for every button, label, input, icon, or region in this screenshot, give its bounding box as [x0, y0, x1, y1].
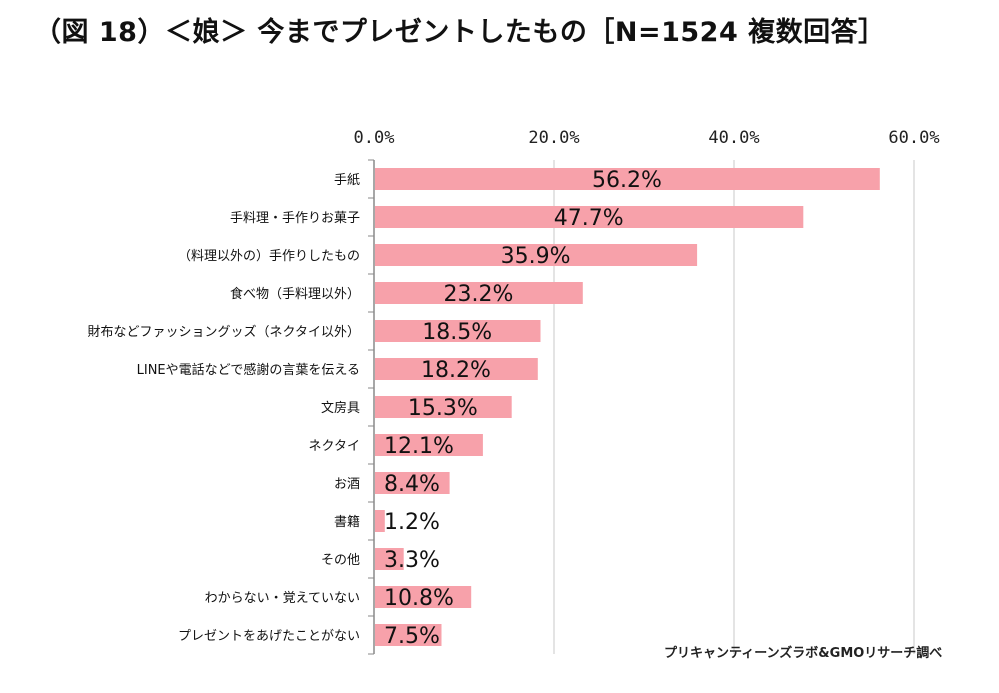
value-label: 18.5% — [422, 320, 492, 345]
value-label: 8.4% — [384, 472, 440, 497]
category-label: その他 — [321, 553, 360, 568]
value-label: 3.3% — [384, 548, 440, 573]
value-label: 47.7% — [554, 206, 624, 231]
bar — [375, 282, 583, 304]
value-label: 23.2% — [443, 282, 513, 307]
x-tick-label: 60.0% — [888, 128, 939, 148]
value-labels: 56.2% 47.7% 35.9% 23.2% 18.5% 18.2% 15.3% 12.1%… — [384, 168, 662, 649]
category-label: わからない・覚えていない — [205, 591, 360, 606]
category-label: 書籍 — [334, 514, 360, 530]
x-tick-label: 0.0% — [354, 128, 395, 148]
bar — [375, 548, 404, 570]
category-label: 食べ物（手料理以外） — [230, 286, 360, 302]
value-label: 56.2% — [592, 168, 662, 193]
category-label: 文房具 — [321, 400, 360, 416]
source-note: プリキャンティーンズラボ&GMOリサーチ調べ — [664, 646, 943, 661]
value-label: 1.2% — [384, 510, 440, 535]
bar — [375, 358, 538, 380]
category-label: 手紙 — [334, 173, 360, 188]
bar — [375, 472, 450, 494]
chart-title: （図 18）＜娘＞ 今までプレゼントしたもの［N=1524 複数回答］ — [34, 17, 886, 48]
value-label: 12.1% — [384, 434, 454, 459]
category-label: プレゼントをあげたことがない — [178, 629, 360, 644]
bar — [375, 320, 541, 342]
x-tick-label: 40.0% — [708, 128, 759, 148]
bar — [375, 206, 804, 228]
bar — [375, 624, 442, 646]
category-label: お酒 — [334, 477, 360, 492]
category-label: LINEや電話などで感謝の言葉を伝える — [137, 362, 360, 378]
value-label: 7.5% — [384, 624, 440, 649]
bar — [375, 396, 512, 418]
value-label: 15.3% — [408, 396, 478, 421]
x-tick-label: 20.0% — [528, 128, 579, 148]
value-label: 10.8% — [384, 586, 454, 611]
value-label: 35.9% — [501, 244, 571, 269]
category-label: ネクタイ — [309, 439, 360, 454]
x-axis-ticks: 0.0% 20.0% 40.0% 60.0% — [354, 128, 940, 148]
category-label: 手料理・手作りお菓子 — [230, 211, 360, 226]
category-label: 財布などファッショングッズ（ネクタイ以外） — [88, 324, 360, 340]
y-axis — [368, 159, 375, 655]
bar — [375, 434, 483, 456]
bar — [375, 244, 698, 266]
bar — [375, 510, 385, 532]
bar — [375, 586, 472, 608]
grid-lines — [553, 160, 915, 654]
bar — [375, 168, 880, 190]
value-label: 18.2% — [421, 358, 491, 383]
category-label: （料理以外の）手作りしたもの — [178, 249, 360, 264]
bars — [375, 168, 880, 646]
